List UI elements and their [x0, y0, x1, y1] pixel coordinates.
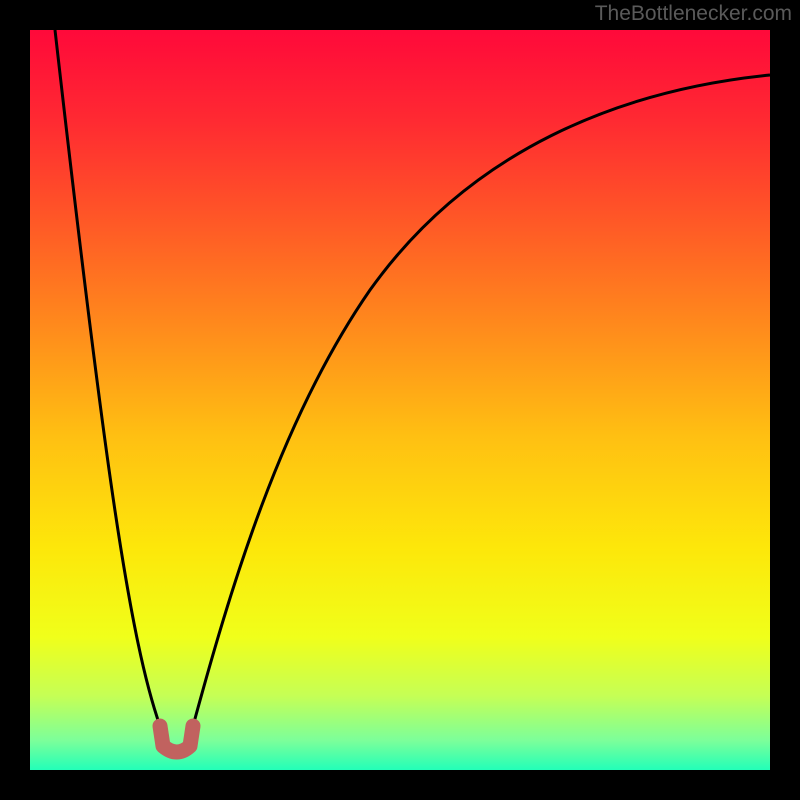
watermark-text: TheBottlenecker.com — [595, 2, 792, 26]
bottleneck-chart: TheBottlenecker.com — [0, 0, 800, 800]
chart-canvas — [0, 0, 800, 800]
